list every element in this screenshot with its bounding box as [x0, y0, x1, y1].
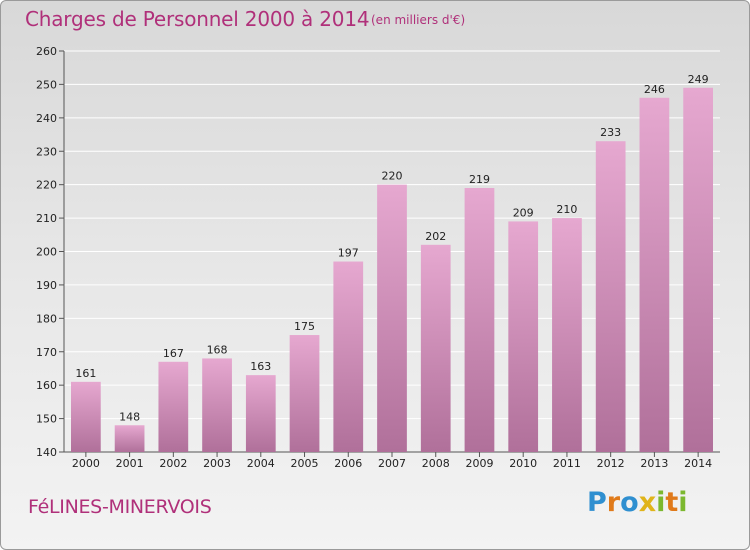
- y-tick-label: 200: [36, 246, 57, 259]
- bar: [202, 358, 232, 452]
- bar: [333, 261, 364, 452]
- data-label: 246: [644, 83, 665, 96]
- data-label: 202: [425, 230, 446, 243]
- y-tick-label: 150: [36, 413, 57, 426]
- chart-unit-note: (en milliers d'€): [371, 13, 466, 27]
- x-tick-label: 2000: [72, 457, 100, 470]
- bar: [683, 87, 714, 452]
- y-tick-label: 140: [36, 446, 57, 459]
- y-tick-label: 180: [36, 312, 57, 325]
- y-tick-label: 260: [36, 45, 57, 58]
- bar: [508, 221, 539, 452]
- data-label: 210: [556, 203, 577, 216]
- data-label: 233: [600, 126, 621, 139]
- y-tick-label: 230: [36, 145, 57, 158]
- data-label: 249: [688, 73, 709, 86]
- data-labels: 161 148 167 168 163 175 197 220 202 219 209 210 233 2…: [75, 73, 708, 424]
- chart-title: Charges de Personnel 2000 à 2014: [25, 7, 370, 31]
- x-tick-label: 2009: [465, 457, 493, 470]
- x-tick-label: 2008: [422, 457, 450, 470]
- commune-name: FéLINES-MINERVOIS: [28, 496, 212, 518]
- logo-letter: o: [620, 487, 639, 518]
- x-tick-label: 2001: [116, 457, 144, 470]
- x-tick-label: 2005: [291, 457, 319, 470]
- y-tick-label: 220: [36, 179, 57, 192]
- bar: [552, 218, 582, 452]
- logo-letter: i: [656, 487, 666, 518]
- y-tick-label: 160: [36, 379, 57, 392]
- x-tick-label: 2006: [334, 457, 362, 470]
- bar: [70, 381, 101, 452]
- bar: [595, 141, 626, 452]
- x-tick-label: 2010: [509, 457, 537, 470]
- data-label: 220: [382, 170, 403, 183]
- data-label: 167: [163, 347, 184, 360]
- proxiti-logo: Proxiti: [587, 487, 688, 518]
- bar: [158, 361, 189, 452]
- logo-letter: r: [606, 487, 621, 518]
- data-label: 209: [513, 206, 534, 219]
- y-tick-label: 170: [36, 346, 57, 359]
- logo-letter: P: [587, 487, 607, 518]
- data-label: 161: [75, 367, 96, 380]
- bar: [639, 97, 670, 453]
- logo-letter: i: [678, 487, 688, 518]
- bar: [114, 425, 145, 452]
- bar: [289, 335, 320, 452]
- y-tick-label: 190: [36, 279, 57, 292]
- y-tick-label: 210: [36, 212, 57, 225]
- x-tick-label: 2011: [553, 457, 581, 470]
- x-tick-label: 2002: [159, 457, 187, 470]
- data-label: 168: [207, 343, 228, 356]
- logo-letter: x: [638, 487, 657, 518]
- x-tick-label: 2003: [203, 457, 231, 470]
- x-tick-label: 2012: [597, 457, 625, 470]
- data-label: 219: [469, 173, 490, 186]
- x-tick-label: 2004: [247, 457, 275, 470]
- data-label: 197: [338, 247, 359, 260]
- data-label: 163: [250, 360, 271, 373]
- bar: [464, 188, 495, 452]
- bars: [70, 87, 714, 453]
- x-tick-label: 2007: [378, 457, 406, 470]
- y-tick-label: 250: [36, 78, 57, 91]
- bar: [377, 184, 407, 452]
- bar: [245, 375, 276, 452]
- bar: [420, 244, 451, 452]
- data-label: 175: [294, 320, 315, 333]
- y-tick-label: 240: [36, 112, 57, 125]
- data-label: 148: [119, 410, 140, 423]
- x-tick-label: 2014: [684, 457, 712, 470]
- logo-letter: t: [665, 487, 679, 518]
- x-tick-label: 2013: [640, 457, 668, 470]
- axes: 140 150 160 170 180 190 200 210 220 230 240 250 260 2…: [36, 45, 720, 470]
